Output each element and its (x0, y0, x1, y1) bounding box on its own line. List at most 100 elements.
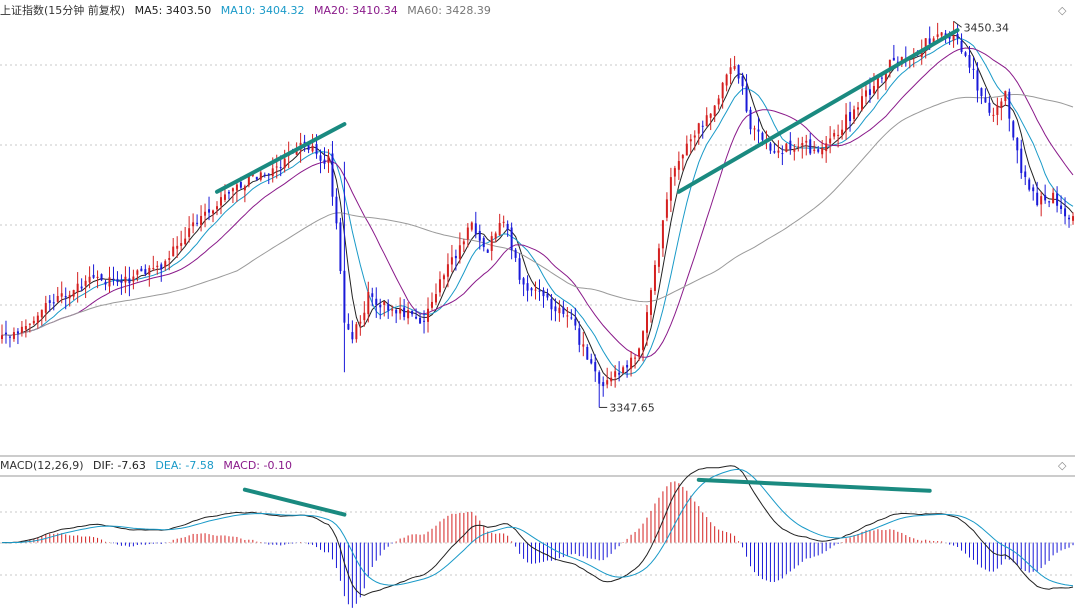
candle-body (514, 249, 517, 258)
candle-body (506, 223, 509, 230)
candle-body (582, 344, 585, 347)
price-annotation: 3347.65 (609, 401, 655, 414)
candle-body (399, 308, 402, 314)
price-annotations: 3450.34 3347.65 (599, 20, 1009, 414)
candle-body (152, 267, 155, 269)
candle-body (239, 182, 242, 188)
candle-body (132, 276, 135, 282)
candle-body (701, 125, 704, 127)
candle-body (1072, 216, 1075, 221)
candle-body (530, 288, 533, 291)
candle-body (566, 315, 569, 317)
candle-body (307, 144, 310, 150)
candle-body (216, 206, 218, 210)
candle-body (419, 317, 422, 324)
candle-body (1056, 193, 1059, 206)
candle-body (725, 74, 728, 86)
candle-body (255, 176, 258, 180)
candle-body (431, 301, 433, 308)
candle-body (8, 336, 11, 338)
candle-body (661, 220, 664, 249)
ma10-legend: MA10: 3404.32 (220, 4, 305, 17)
candle-body (614, 371, 617, 377)
candle-body (550, 298, 553, 310)
candle-body (80, 286, 83, 289)
candle-body (160, 264, 163, 270)
candle-body (327, 156, 330, 164)
candle-body (100, 274, 103, 281)
candle-body (1012, 121, 1015, 138)
candle-body (773, 151, 776, 153)
dif-legend: DIF: -7.63 (93, 459, 146, 472)
candle-body (936, 34, 939, 37)
candle-body (1060, 205, 1063, 210)
candle-body (618, 372, 621, 375)
candle-body (693, 135, 696, 138)
candle-body (164, 261, 167, 267)
candlesticks[interactable] (1, 21, 1075, 408)
candle-body (801, 142, 804, 146)
candle-body (1028, 179, 1031, 190)
candle-body (753, 128, 756, 130)
candle-body (395, 309, 398, 314)
candle-body (52, 302, 55, 304)
candle-body (84, 280, 87, 286)
candle-body (76, 283, 79, 293)
candle-body (833, 133, 836, 137)
candle-body (466, 227, 469, 240)
candle-body (407, 310, 410, 319)
ma20-legend: MA20: 3410.34 (314, 4, 398, 17)
candle-body (578, 328, 581, 345)
candle-body (438, 279, 441, 293)
candle-body (231, 188, 234, 192)
dif-line (1, 465, 1074, 596)
macd-value-legend: MACD: -0.10 (223, 459, 292, 472)
annotation-pointer (953, 20, 962, 28)
candle-body (1020, 148, 1023, 174)
candle-body (411, 310, 414, 315)
candle-body (574, 318, 577, 326)
candle-body (1008, 91, 1011, 119)
candle-body (267, 173, 270, 175)
candle-body (757, 129, 760, 132)
candle-body (825, 143, 828, 152)
trend-line (696, 477, 932, 493)
candle-body (271, 168, 274, 177)
candle-body (888, 59, 891, 69)
ma5-legend: MA5: 3403.50 (134, 4, 212, 17)
candle-body (518, 258, 521, 280)
candle-body (319, 155, 322, 161)
candle-body (892, 57, 895, 61)
candle-body (797, 146, 800, 148)
candle-body (534, 289, 537, 291)
candle-body (681, 154, 684, 159)
candle-body (227, 191, 230, 194)
candle-body (427, 308, 430, 322)
candle-body (761, 132, 764, 140)
candle-body (554, 306, 557, 312)
candle-body (359, 321, 362, 324)
candle-body (968, 54, 971, 68)
candle-body (689, 139, 692, 142)
candle-body (940, 32, 943, 36)
diamond-icon[interactable]: ◇ (1058, 4, 1067, 17)
candle-body (458, 245, 461, 259)
candle-body (112, 278, 115, 280)
candle-body (984, 97, 987, 103)
candle-body (20, 326, 23, 333)
candle-body (323, 159, 326, 164)
candle-body (626, 364, 629, 368)
diamond-icon[interactable]: ◇ (1058, 459, 1067, 472)
candle-body (184, 238, 187, 245)
main-legend: 上证指数(15分钟 前复权) MA5: 3403.50 MA10: 3404.3… (0, 3, 497, 19)
candle-body (622, 367, 625, 374)
candle-body (140, 268, 143, 272)
candle-body (781, 153, 784, 155)
candle-body (880, 77, 883, 79)
candle-body (896, 61, 899, 63)
candle-body (634, 357, 637, 359)
trend-line (215, 122, 347, 194)
candle-body (470, 222, 473, 230)
candle-body (144, 269, 147, 275)
